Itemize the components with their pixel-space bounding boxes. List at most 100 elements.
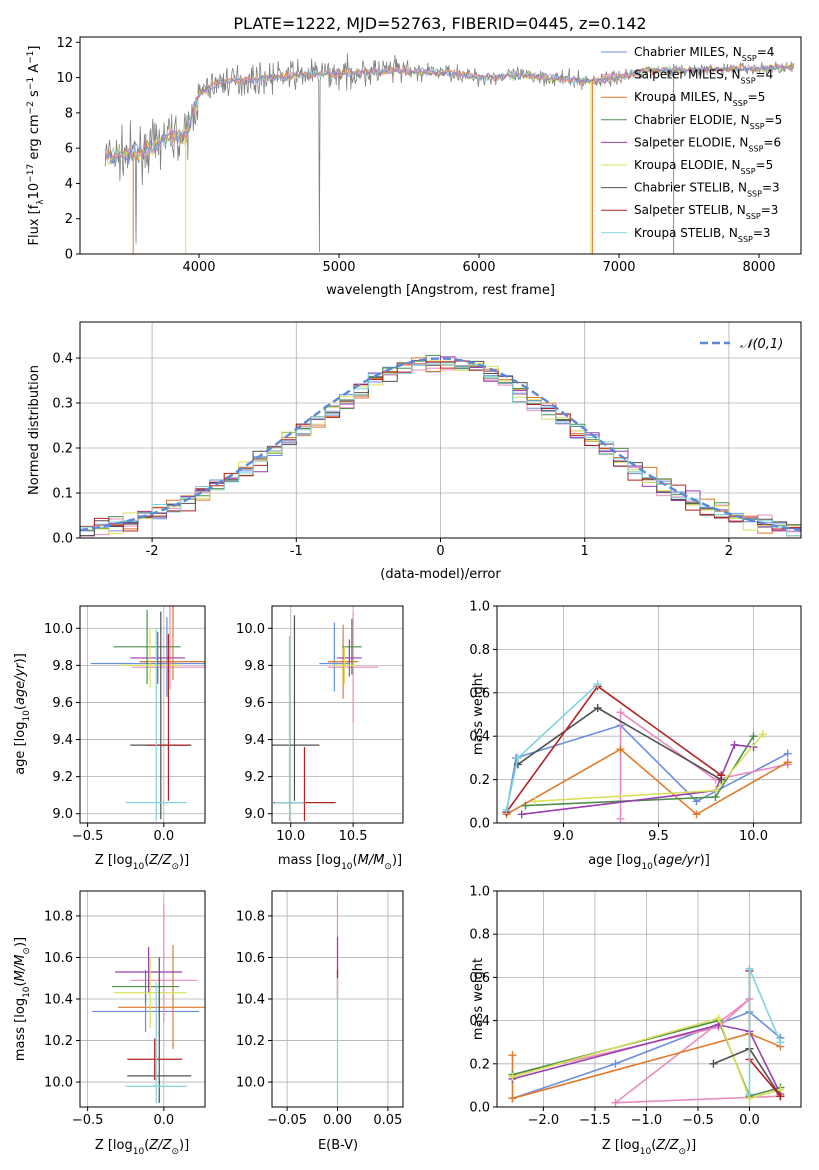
errorbar-point (127, 1038, 183, 1080)
x-tick-label: −1.5 (579, 1113, 611, 1128)
weight-marker (531, 797, 539, 806)
legend-entry: Kroupa STELIB, NSSP=3 (634, 226, 771, 244)
x-tick-label: −0.5 (72, 1113, 104, 1128)
y-tick-label: 9.4 (52, 733, 73, 748)
errorbar-point (115, 947, 183, 993)
spectrum-panel: 4000 5000 6000 7000 8000 0 2 4 6 8 10 12 wavelength … (26, 36, 802, 298)
errorbar-point (130, 611, 192, 820)
weight-marker (776, 1038, 785, 1047)
errorbar-plot-area (272, 611, 379, 822)
y-tick-label: 2 (65, 212, 73, 227)
x-tick-label: −0.5 (72, 829, 104, 844)
errorbar-point (125, 628, 187, 822)
weight-series-line (619, 710, 788, 819)
y-tick-label: 0.0 (52, 532, 73, 547)
weight-marker (709, 1059, 718, 1068)
y-tick-label: 10.0 (44, 622, 73, 637)
x-tick-label: −2.0 (528, 1113, 560, 1128)
weight-marker (745, 1090, 754, 1099)
y-tick-label: 0.2 (469, 773, 490, 788)
x-tick-label: 0.00 (323, 1113, 352, 1128)
y-tick-label: 0.0 (469, 817, 490, 832)
x-tick-label: 10.0 (276, 829, 305, 844)
x-tick-label: 0.0 (153, 829, 174, 844)
x-axis-label: Z [log10(Z/Z⊙)] (95, 853, 189, 872)
y-tick-label: 10.6 (236, 951, 265, 966)
weight-series-line (748, 968, 782, 1094)
weight-marker (502, 805, 511, 814)
weight-series-line (517, 707, 722, 781)
x-tick-label: −0.05 (267, 1113, 307, 1128)
legend-entry: Chabrier MILES, NSSP=4 (634, 45, 774, 63)
y-tick-label: 10.4 (236, 993, 265, 1008)
y-tick-label: 10.6 (44, 951, 73, 966)
y-tick-label: 1.0 (469, 600, 490, 615)
y-tick-label: 0.4 (469, 730, 490, 745)
y-axis-label: mass weight (471, 673, 486, 755)
y-tick-label: 10.0 (236, 622, 265, 637)
x-tick-label: −1.0 (631, 1113, 663, 1128)
y-tick-label: 0 (65, 248, 73, 263)
y-tick-label: 9.6 (52, 696, 73, 711)
weight-marker (745, 964, 754, 973)
x-tick-label: 10.5 (339, 829, 368, 844)
y-tick-label: 4 (65, 177, 73, 192)
weight-series-line (512, 1011, 781, 1100)
y-tick-label: 9.0 (52, 807, 73, 822)
model-spectrum-line (104, 62, 795, 166)
y-tick-label: 0.4 (469, 1014, 490, 1029)
y-tick-label: 0.6 (469, 971, 490, 986)
y-tick-label: 10.4 (44, 993, 73, 1008)
weight-marker (783, 749, 792, 758)
legend-entry: Salpeter STELIB, NSSP=3 (634, 203, 778, 221)
y-axis-label: age [log10(age/yr)] (13, 653, 32, 775)
x-axis-label: wavelength [Angstrom, rest frame] (326, 283, 555, 298)
weight-marker (730, 740, 739, 749)
x-tick-label: -1 (290, 544, 303, 559)
errorbar-point (336, 639, 362, 677)
y-tick-label: 0.1 (52, 487, 73, 502)
y-tick-label: 10.8 (44, 909, 73, 924)
normal-distribution-curve (80, 357, 801, 532)
y-tick-label: 10.0 (236, 1076, 265, 1091)
x-tick-label: 9.0 (553, 829, 574, 844)
spectrum-legend: Chabrier MILES, NSSP=4 Salpeter MILES, NS… (601, 45, 782, 243)
weight-series-line (521, 744, 754, 816)
errorbar-point (90, 617, 205, 697)
x-tick-label: 9.5 (648, 829, 669, 844)
figure-title: PLATE=1222, MJD=52763, FIBERID=0445, z=0… (233, 14, 646, 33)
axes-frame (496, 890, 802, 1108)
errorbar-point (273, 746, 336, 822)
legend-entry: Salpeter MILES, NSSP=4 (634, 68, 773, 86)
legend-entry: Kroupa MILES, NSSP=5 (634, 90, 765, 108)
errorbar-plot-area (92, 903, 205, 1103)
weight-series-line (512, 1024, 782, 1095)
weight-marker (513, 753, 522, 762)
age-vs-metallicity-panel: −0.5 0.0 9.0 9.2 9.4 9.6 9.8 10.0 Z [log10(Z/Z⊙)… (13, 605, 206, 872)
x-axis-label: E(B-V) (318, 1138, 358, 1153)
x-axis-label: age [log10(age/yr)] (588, 853, 710, 872)
x-tick-label: -2 (146, 544, 159, 559)
y-axis-label: Flux [fλ10−17 erg cm−2 s−1 A−1] (26, 46, 46, 246)
y-tick-label: 0.8 (469, 643, 490, 658)
weight-marker (593, 703, 602, 712)
x-tick-label: 4000 (182, 260, 215, 275)
x-tick-label: 0.0 (739, 1113, 760, 1128)
x-tick-label: 0.0 (153, 1113, 174, 1128)
mass-vs-metallicity-panel: −0.5 0.0 10.0 10.2 10.4 10.6 10.8 Z [log10(Z/Z⊙… (13, 890, 206, 1157)
x-tick-label: 0.05 (373, 1113, 402, 1128)
weight-marker (508, 1051, 517, 1060)
weight-plot-area (508, 964, 785, 1107)
y-tick-label: 12 (56, 36, 73, 51)
axes-frame (496, 605, 802, 824)
legend-entry: Chabrier ELODIE, NSSP=5 (634, 113, 782, 131)
weight-marker (759, 730, 767, 739)
errorbar-point (131, 606, 205, 690)
weight-marker (611, 1098, 620, 1107)
errorbar-point (274, 635, 305, 822)
errorbar-point (147, 633, 190, 801)
y-axis-label: mass weight (471, 958, 486, 1040)
x-tick-label: 7000 (602, 260, 635, 275)
x-tick-label: 1 (581, 544, 589, 559)
weight-marker (521, 801, 530, 810)
